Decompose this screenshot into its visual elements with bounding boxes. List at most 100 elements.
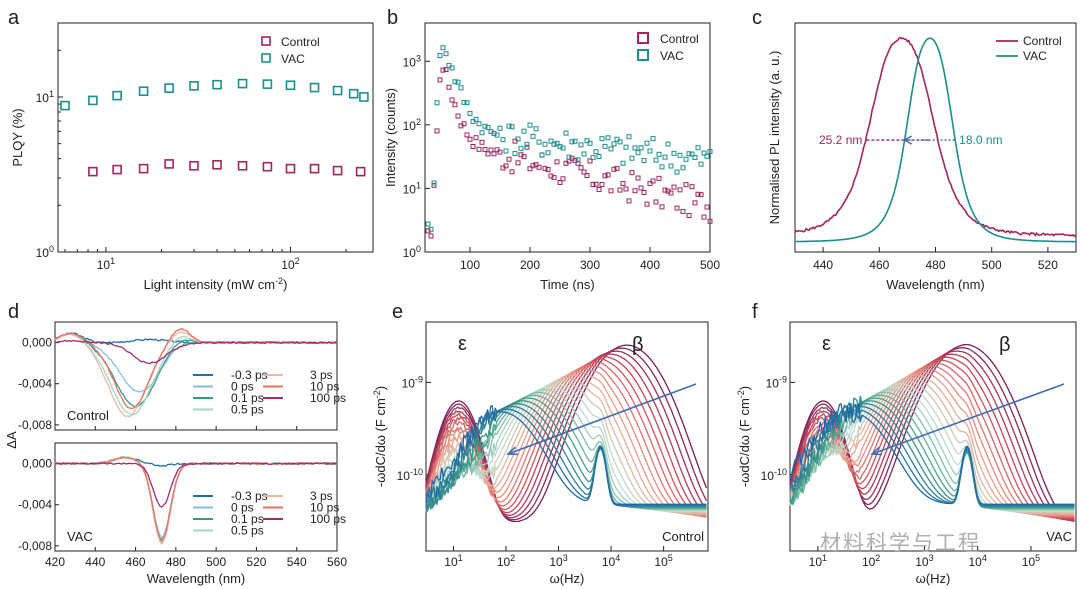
trace-vac (54, 456, 338, 541)
legend-label-delay: 3 ps (310, 489, 333, 503)
data-point-control (285, 163, 296, 174)
data-point-vac (617, 139, 623, 145)
data-point-control (572, 157, 578, 163)
data-point-control (587, 158, 593, 164)
data-point-control (476, 146, 482, 152)
trace-control (54, 332, 338, 408)
legend-label-delay: 0.1 ps (231, 512, 264, 526)
data-point-vac (563, 130, 569, 136)
data-point-vac (503, 148, 509, 154)
series-line (789, 394, 1075, 510)
data-point-vac (237, 78, 248, 89)
data-point-control (515, 160, 521, 166)
data-point-vac (605, 135, 611, 141)
x-tick-label: 560 (327, 555, 347, 569)
data-point-vac (285, 80, 296, 91)
x-tick-label: 460 (869, 258, 889, 272)
legend-label-control: Control (1023, 34, 1062, 48)
data-point-control (680, 208, 686, 214)
x-axis-label: Wavelength (nm) (886, 277, 985, 292)
data-point-control (455, 113, 461, 119)
legend-marker-vac (261, 53, 271, 63)
data-point-vac (464, 100, 470, 106)
data-point-control (692, 200, 698, 206)
data-point-vac (578, 142, 584, 148)
data-point-vac (689, 151, 695, 157)
data-point-vac (656, 151, 662, 157)
y-tick-label: 10-10 (761, 467, 787, 483)
x-axis-label: Light intensity (mW cm-2) (144, 276, 288, 292)
data-point-control (575, 160, 581, 166)
data-point-vac (521, 128, 527, 134)
data-point-vac (581, 151, 587, 157)
panel-e-frame (425, 321, 709, 552)
data-point-vac (644, 140, 650, 146)
data-point-control (590, 182, 596, 188)
data-point-vac (449, 65, 455, 71)
data-point-control (617, 187, 623, 193)
data-point-control (659, 204, 665, 210)
data-point-control (461, 121, 467, 127)
x-tick-label: 500 (982, 258, 1002, 272)
y-tick-label: -0,004 (18, 377, 52, 391)
data-point-control (446, 84, 452, 90)
trace-vac (54, 456, 338, 539)
x-tick-label: 520 (1038, 258, 1058, 272)
data-point-vac (611, 141, 617, 147)
data-point-control (482, 146, 488, 152)
panel-b-frame (424, 22, 711, 253)
y-tick-label: -0,008 (18, 418, 52, 432)
x-tick-label: 101 (809, 553, 827, 569)
data-point-control (560, 176, 566, 182)
legend-label-delay: 0 ps (231, 380, 254, 394)
data-point-vac (189, 81, 199, 91)
y-tick-label: 100 (403, 244, 421, 260)
data-point-vac (494, 132, 500, 138)
sample-label-vac: VAC (1046, 529, 1072, 544)
data-point-vac (455, 79, 461, 85)
data-point-vac (677, 152, 683, 158)
data-point-vac (662, 154, 668, 160)
series-line (789, 395, 1075, 507)
x-axis-label: Time (ns) (540, 277, 594, 292)
data-point-control (644, 201, 650, 207)
y-tick-label: 10-9 (402, 374, 423, 390)
data-point-control (497, 149, 503, 155)
data-point-control (698, 192, 704, 198)
data-point-vac (692, 155, 698, 161)
data-point-control (309, 163, 320, 174)
trend-arrow (871, 383, 1065, 455)
x-tick-label: 400 (640, 258, 660, 272)
y-axis-label: ΔA (4, 431, 19, 449)
data-point-control (545, 167, 551, 173)
data-point-vac (164, 83, 174, 93)
y-tick-label: 0,000 (22, 336, 52, 350)
trace-vac (54, 456, 338, 543)
data-point-vac (632, 145, 638, 151)
series-line-control (794, 36, 1077, 238)
trend-arrow-head (506, 446, 519, 456)
data-point-control (581, 169, 587, 175)
data-point-control (452, 102, 458, 108)
data-point-control (707, 218, 713, 224)
data-point-vac (671, 150, 677, 156)
x-axis-label: ω(Hz) (916, 571, 951, 586)
data-point-vac (545, 150, 551, 156)
data-point-control (428, 233, 434, 239)
series-line (425, 347, 708, 521)
data-point-vac (518, 145, 524, 151)
legend-label-delay: 10 ps (310, 380, 339, 394)
y-tick-label: 100 (36, 244, 54, 260)
x-tick-label: 300 (580, 258, 600, 272)
data-point-control (671, 184, 677, 190)
data-point-vac (437, 53, 443, 59)
data-point-vac (539, 152, 545, 158)
data-point-vac (608, 146, 614, 152)
subplot-label-vac: VAC (67, 529, 93, 544)
panel-label-f: f (752, 301, 758, 323)
data-point-control (443, 67, 449, 73)
data-point-vac (584, 138, 590, 144)
legend-label-vac: VAC (281, 52, 305, 66)
y-tick-label: 10-9 (766, 374, 787, 390)
data-point-control (593, 181, 599, 187)
